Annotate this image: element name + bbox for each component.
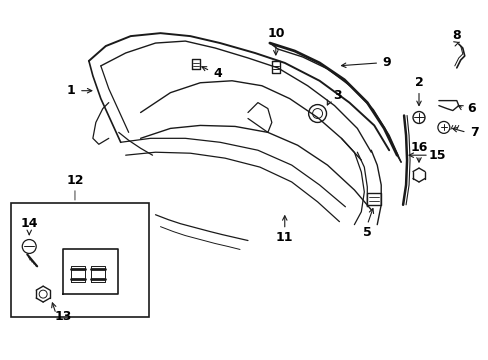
Text: 14: 14 [20, 217, 38, 230]
Text: 3: 3 [332, 89, 341, 102]
Text: 4: 4 [213, 67, 222, 80]
Bar [11, 203, 148, 317]
Text: 2: 2 [414, 76, 423, 89]
Text: 11: 11 [275, 231, 293, 244]
Text: 7: 7 [469, 126, 478, 139]
Text: 13: 13 [54, 310, 72, 323]
Text: 9: 9 [382, 57, 391, 69]
Text: 6: 6 [467, 102, 475, 115]
Text: 5: 5 [362, 226, 371, 239]
Text: 12: 12 [66, 175, 83, 188]
Text: 15: 15 [427, 149, 445, 162]
Text: 10: 10 [266, 27, 284, 40]
Text: 1: 1 [66, 84, 75, 97]
Text: 16: 16 [409, 141, 427, 154]
Text: 8: 8 [451, 29, 460, 42]
